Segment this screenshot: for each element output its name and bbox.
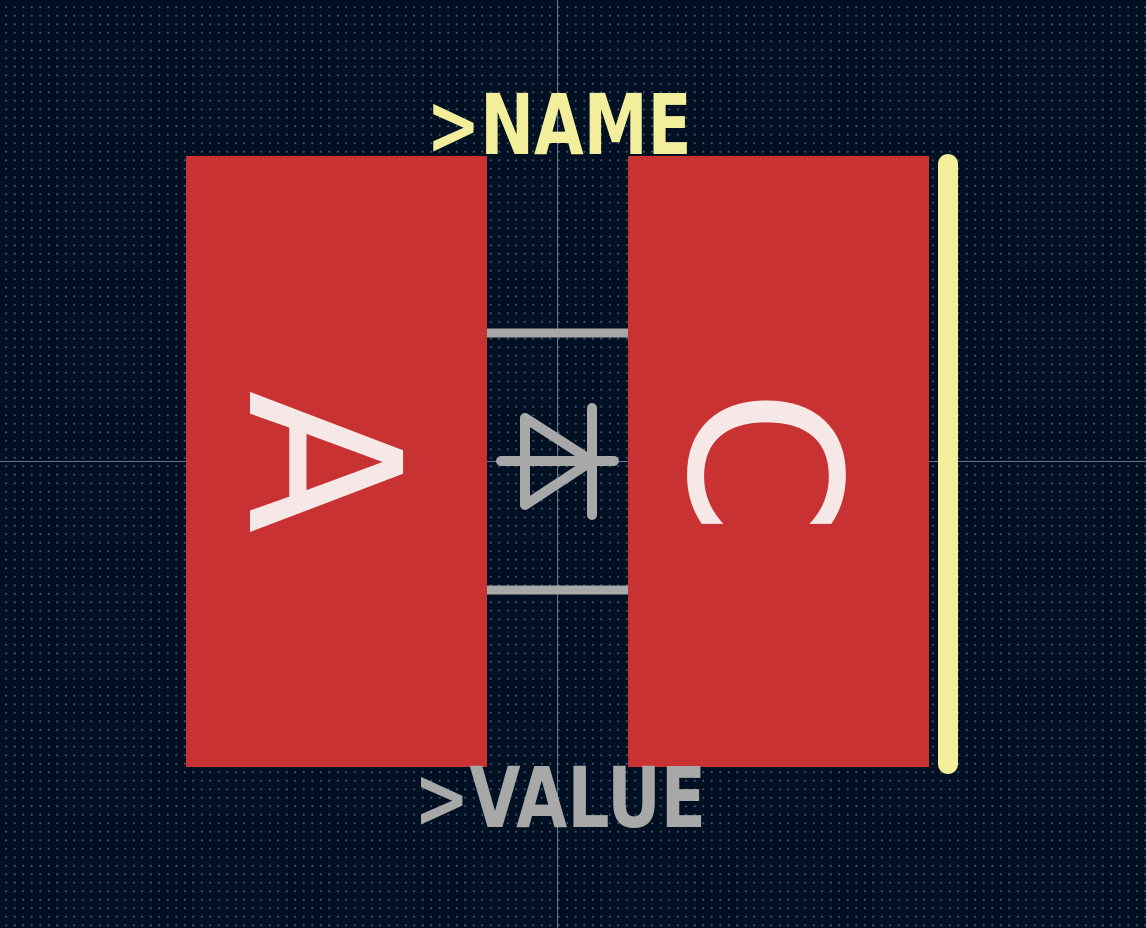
reference-value-text[interactable]: >VALUE	[414, 749, 706, 847]
pad-cathode[interactable]	[628, 156, 929, 767]
diode-symbol-icon	[496, 403, 619, 520]
pad-label-cathode: C	[640, 389, 885, 536]
pad-label-anode: A	[200, 390, 445, 534]
reference-name-text[interactable]: >NAME	[427, 76, 692, 174]
pad-anode[interactable]	[186, 156, 487, 767]
